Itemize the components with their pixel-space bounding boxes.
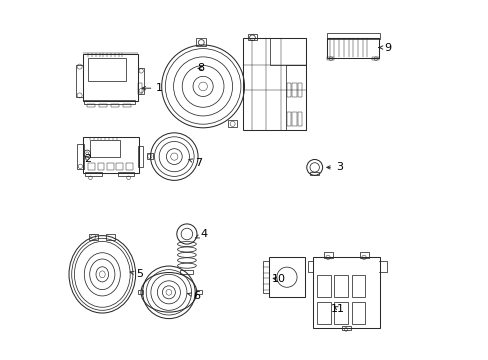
Bar [138,146,142,167]
Bar [88,163,95,170]
Bar [118,172,134,176]
Bar [286,112,291,126]
Bar [227,120,237,127]
Bar [317,275,330,297]
Text: 9: 9 [378,42,390,53]
Bar [269,38,305,65]
Bar [77,144,83,169]
Bar [297,83,302,97]
Bar [326,38,379,58]
Bar [243,38,306,130]
Text: 5: 5 [130,269,142,279]
Bar [309,172,318,175]
Bar [138,290,143,294]
Text: 10: 10 [271,274,285,284]
Bar [98,163,104,170]
Text: 3: 3 [326,162,342,172]
Bar [99,104,107,107]
Bar [111,104,119,107]
Bar [180,270,193,274]
Bar [297,112,302,126]
Bar [116,163,123,170]
Bar [268,257,304,297]
Bar [285,65,306,130]
Bar [359,252,368,258]
Bar [89,234,98,240]
Bar [326,33,379,39]
Bar [122,104,130,107]
Bar [323,252,332,258]
Bar [87,104,95,107]
Bar [351,275,365,297]
Text: 11: 11 [330,303,344,314]
Bar [341,326,350,330]
Bar [334,275,347,297]
Bar [334,302,347,324]
Bar [89,140,120,157]
Bar [146,153,153,159]
Bar [247,34,257,40]
Bar [292,112,296,126]
Bar [196,38,206,46]
Bar [125,163,132,170]
Bar [85,172,102,176]
Text: 6: 6 [187,291,200,301]
Bar [84,100,134,104]
Bar [286,83,291,97]
Bar [107,163,114,170]
Bar [263,261,269,293]
Text: 2: 2 [84,154,91,164]
Text: 1: 1 [142,83,163,93]
Bar [83,137,139,173]
Bar [138,83,142,94]
Bar [88,58,125,81]
Bar [317,302,330,324]
Bar [312,257,379,328]
Bar [106,234,114,240]
Bar [371,57,379,60]
Text: 7: 7 [188,158,202,168]
Bar [76,65,82,97]
Text: 4: 4 [195,229,207,239]
Bar [351,302,365,324]
Bar [196,290,201,294]
Text: 8: 8 [197,63,204,73]
Bar [138,68,144,94]
Bar [326,57,334,60]
Bar [292,83,296,97]
Bar [82,54,138,101]
